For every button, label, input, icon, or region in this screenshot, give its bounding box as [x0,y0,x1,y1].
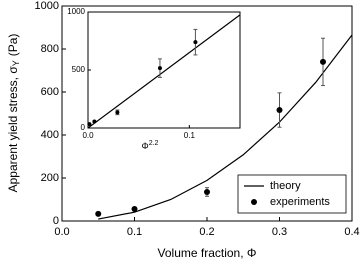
y-axis-label: Apparent yield stress, σY (Pa) [6,34,21,193]
x-tick-label: 0.4 [344,226,359,238]
y-axis-label-text: Apparent yield stress, σ [6,66,20,193]
legend-label: theory [270,180,301,192]
y-tick-label: 0 [81,123,86,132]
y-axis-label-unit: (Pa) [6,34,20,57]
inset-chart: 0.0 0.1 0 500 1000 [67,7,241,140]
x-tick-label: 0.0 [54,226,69,238]
data-point [95,210,102,217]
theory-line [88,14,240,128]
plot-content [88,14,240,128]
x-tick-label: 0.1 [184,131,196,140]
data-point [157,66,162,71]
data-point [115,110,120,115]
theory-line [98,34,352,220]
data-point [193,40,198,45]
data-point [204,188,210,195]
data-point [87,122,92,127]
x-tick-label: 0.1 [127,226,142,238]
data-point [320,58,326,65]
x-tick-label: 0.0 [82,131,94,140]
plot-content [98,34,352,220]
y-tick-label: 0 [53,215,59,227]
inset-x-label-sup: 2.2 [149,140,159,147]
y-tick-label: 600 [41,86,59,98]
y-tick-label: 800 [41,43,59,55]
data-point [276,107,283,114]
y-tick-label: 200 [41,172,59,184]
y-tick-label: 500 [72,65,86,74]
legend-label: experiments [270,196,330,208]
inset-x-axis-label: Φ2.2 [142,140,159,152]
y-axis-label-sub: Y [11,60,21,66]
x-tick-label: 0.2 [199,226,214,238]
legend-marker [251,199,257,205]
x-tick-label: 0.3 [272,226,287,238]
x-axis-label: Volume fraction, Φ [158,246,257,260]
data-point [131,205,138,212]
inset-x-label-base: Φ [142,141,149,151]
y-tick-label: 400 [41,129,59,141]
legend-box [237,174,347,214]
y-tick-label: 1000 [35,0,59,12]
y-tick-label: 1000 [67,7,85,16]
data-point [92,119,97,124]
